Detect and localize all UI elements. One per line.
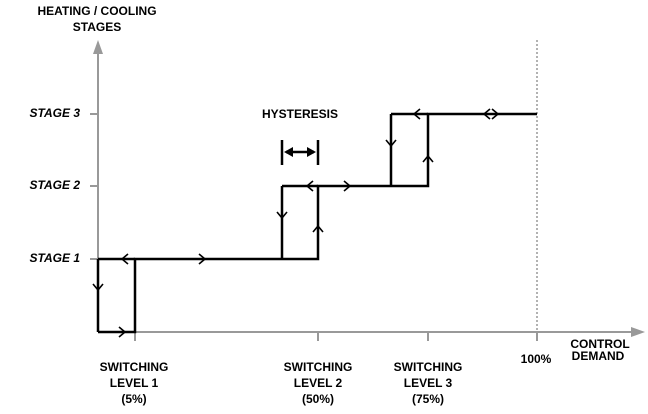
axes [90,40,645,341]
rising-path [98,112,537,334]
end-label: 100% [521,352,552,366]
x-axis-title: CONTROL [570,337,629,351]
ticks [90,113,538,341]
switching-label: (50%) [302,392,334,406]
y-axis-title: HEATING / COOLING [37,4,156,18]
switching-label: SWITCHING [100,360,169,374]
stage-label: STAGE 2 [30,178,81,192]
switching-label: LEVEL 3 [404,376,453,390]
switching-label: (5%) [121,392,146,406]
switching-label: LEVEL 1 [110,376,159,390]
arrowhead [631,327,645,337]
y-axis-title: STAGES [73,20,121,34]
falling-path [96,112,428,332]
hysteresis-label: HYSTERESIS [262,107,338,121]
stage-label: STAGE 3 [30,106,81,120]
hysteresis-bracket [280,140,320,165]
switching-label: (75%) [412,392,444,406]
switching-label: SWITCHING [394,360,463,374]
switching-label: LEVEL 2 [294,376,343,390]
switching-labels: SWITCHING LEVEL 1 (5%) SWITCHING LEVEL 2… [100,360,463,406]
arrowhead [93,40,103,54]
x-axis-title: DEMAND [572,349,625,363]
direction-arrows [92,108,500,338]
switching-label: SWITCHING [284,360,353,374]
stage-label: STAGE 1 [30,251,81,265]
